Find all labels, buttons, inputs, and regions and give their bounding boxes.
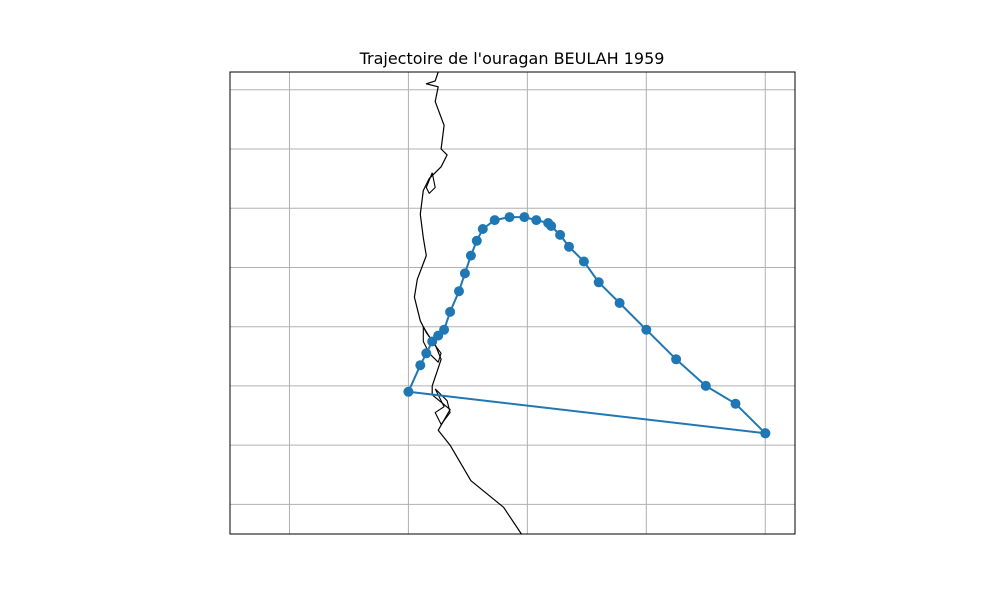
- track-point: [671, 354, 681, 364]
- track-point: [555, 230, 565, 240]
- track-point: [490, 215, 500, 225]
- track-point: [615, 298, 625, 308]
- track-point: [579, 257, 589, 267]
- track-point: [427, 337, 437, 347]
- track-point: [641, 325, 651, 335]
- track-point: [460, 268, 470, 278]
- track-point: [466, 251, 476, 261]
- track-point: [505, 212, 515, 222]
- track-point: [415, 360, 425, 370]
- track-point: [731, 399, 741, 409]
- track-point: [445, 307, 455, 317]
- track-point: [701, 381, 711, 391]
- track-point: [403, 387, 413, 397]
- track-point: [472, 236, 482, 246]
- track-point: [760, 428, 770, 438]
- map-background: [230, 72, 795, 534]
- track-point: [478, 224, 488, 234]
- track-point: [454, 286, 464, 296]
- track-point: [531, 215, 541, 225]
- chart-title: Trajectoire de l'ouragan BEULAH 1959: [359, 49, 665, 68]
- track-point: [564, 242, 574, 252]
- track-point: [421, 348, 431, 358]
- track-point: [519, 212, 529, 222]
- track-point: [594, 277, 604, 287]
- track-point: [543, 218, 553, 228]
